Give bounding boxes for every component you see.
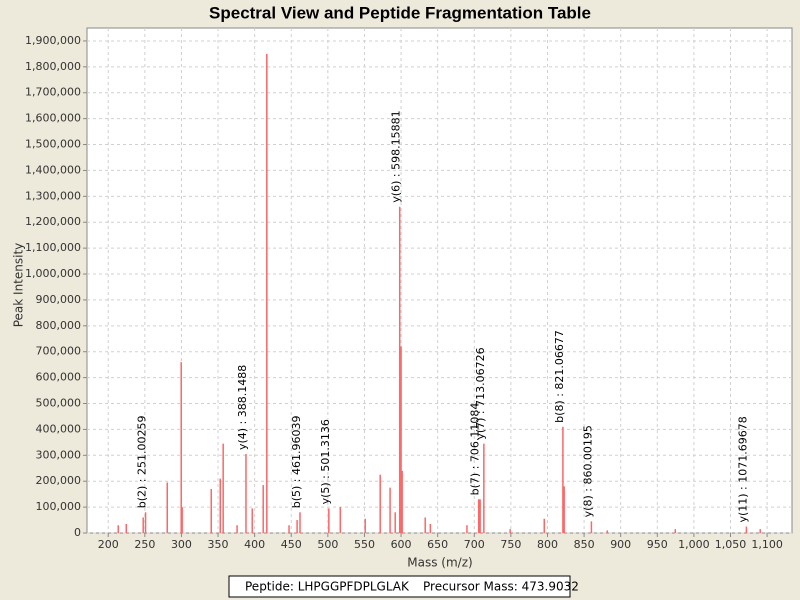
y-tick-label: 1,200,000: [25, 215, 81, 228]
plot-area: [86, 27, 793, 534]
x-tick-label: 650: [427, 538, 448, 551]
y-axis-label: Peak Intensity: [12, 243, 26, 328]
x-tick-label: 200: [98, 538, 119, 551]
x-tick-label: 1,050: [715, 538, 747, 551]
y-tick-label: 1,000,000: [25, 267, 81, 280]
y-tick-label: 1,400,000: [25, 163, 81, 176]
x-tick-label: 600: [391, 538, 412, 551]
x-tick-label: 550: [354, 538, 375, 551]
x-tick-label: 400: [244, 538, 265, 551]
x-tick-label: 900: [610, 538, 631, 551]
x-tick-label: 850: [574, 538, 595, 551]
peak-annotation: b(8) : 821.06677: [553, 330, 566, 423]
chart-title: Spectral View and Peptide Fragmentation …: [209, 3, 591, 22]
peak-annotation: y(5) : 501.3136: [319, 419, 332, 504]
y-tick-label: 400,000: [36, 422, 82, 435]
y-tick-label: 700,000: [36, 345, 82, 358]
x-tick-label: 800: [537, 538, 558, 551]
y-tick-label: 900,000: [36, 293, 82, 306]
peak-annotation: b(7) : 706.11084: [469, 403, 482, 496]
x-axis-label: Mass (m/z): [407, 556, 472, 570]
y-tick-label: 100,000: [36, 500, 82, 513]
legend-peptide: Peptide: LHPGGPFDPLGLAK: [245, 580, 410, 594]
peak-annotation: b(2) : 251.00259: [136, 416, 149, 509]
peak-annotation: b(5) : 461.96039: [290, 416, 303, 509]
peak-annotation: y(11) : 1071.69678: [736, 416, 749, 522]
x-tick-label: 750: [500, 538, 521, 551]
y-tick-label: 1,900,000: [25, 34, 81, 47]
x-tick-label: 1,100: [751, 538, 783, 551]
y-tick-label: 0: [74, 526, 81, 539]
y-tick-label: 200,000: [36, 474, 82, 487]
peak-annotation: y(4) : 388.1488: [236, 365, 249, 450]
x-tick-label: 700: [464, 538, 485, 551]
y-tick-label: 600,000: [36, 371, 82, 384]
x-tick-label: 250: [134, 538, 155, 551]
y-tick-label: 800,000: [36, 319, 82, 332]
peak-annotation: y(6) : 598.15881: [390, 110, 403, 202]
x-tick-label: 950: [647, 538, 668, 551]
x-tick-label: 350: [208, 538, 229, 551]
y-tick-label: 1,100,000: [25, 241, 81, 254]
x-tick-label: 1,000: [678, 538, 710, 551]
legend-box: [228, 575, 571, 598]
legend-precursor: Precursor Mass: 473.9032: [423, 580, 579, 594]
y-tick-label: 1,300,000: [25, 189, 81, 202]
y-tick-label: 1,800,000: [25, 60, 81, 73]
peak-annotation: y(8) : 860.00195: [581, 425, 594, 517]
y-tick-label: 1,600,000: [25, 112, 81, 125]
y-tick-label: 300,000: [36, 448, 82, 461]
x-tick-label: 500: [317, 538, 338, 551]
y-tick-label: 500,000: [36, 397, 82, 410]
x-tick-label: 300: [171, 538, 192, 551]
x-tick-label: 450: [281, 538, 302, 551]
y-tick-label: 1,500,000: [25, 138, 81, 151]
y-tick-label: 1,700,000: [25, 86, 81, 99]
peak-annotation: y(7) : 713.06726: [474, 347, 487, 439]
